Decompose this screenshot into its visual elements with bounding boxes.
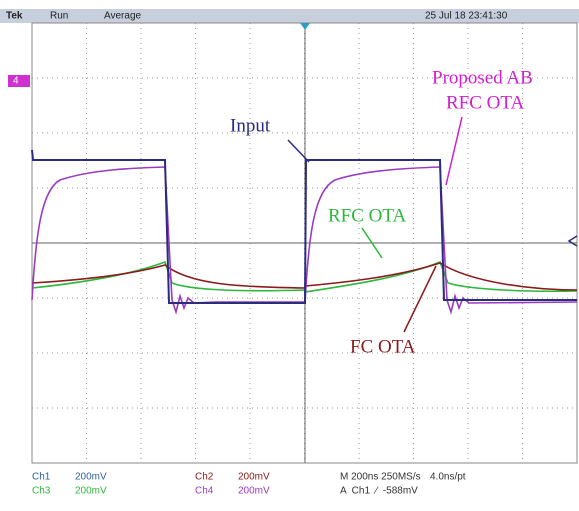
ch2-name: Ch2 <box>195 472 214 483</box>
timestamp: 25 Jul 18 23:41:30 <box>425 11 508 22</box>
ch1-scale: 200mV <box>75 472 107 483</box>
ch3-scale: 200mV <box>75 486 107 497</box>
ch1-name: Ch1 <box>32 472 51 483</box>
ch4-marker-label: 4 <box>13 76 19 87</box>
ch4-marker <box>8 75 30 87</box>
ch2-scale: 200mV <box>238 472 270 483</box>
ch4-name: Ch4 <box>195 486 214 497</box>
acq-mode: Average <box>104 11 142 22</box>
scope-screen: Tek Run Average 25 Jul 18 23:41:30 4 Pro… <box>0 0 579 506</box>
annotation-proposed: Proposed AB <box>432 67 533 88</box>
resolution: 4.0ns/pt <box>430 472 466 483</box>
annotation-input: Input <box>230 115 271 136</box>
brand: Tek <box>6 11 23 22</box>
ch4-scale: 200mV <box>238 486 270 497</box>
annotation-rfc: RFC OTA <box>328 205 406 226</box>
run-state: Run <box>50 11 68 22</box>
trigger: A Ch1 ∕ -588mV <box>340 486 418 497</box>
annotation-proposed: RFC OTA <box>446 92 524 113</box>
annotation-fc: FC OTA <box>350 336 416 357</box>
ch3-name: Ch3 <box>32 486 51 497</box>
timebase: M 200ns 250MS/s <box>340 472 421 483</box>
